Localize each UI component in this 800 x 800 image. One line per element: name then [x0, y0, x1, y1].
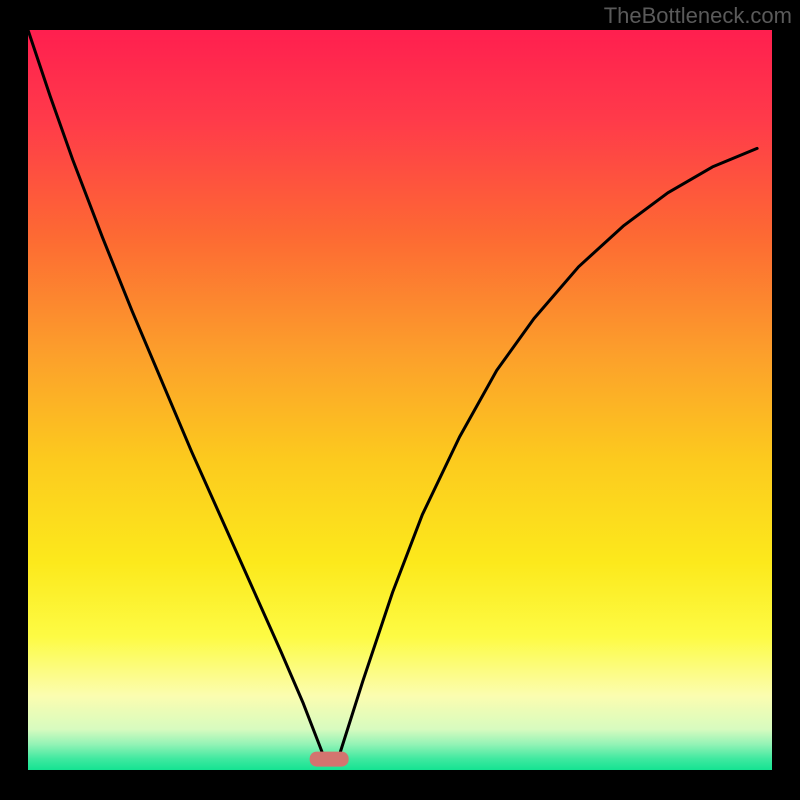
bottleneck-curve-left: [28, 30, 322, 752]
plot-area: [28, 30, 772, 770]
frame-border-right: [772, 0, 800, 800]
frame-border-left: [0, 0, 28, 800]
bottleneck-curve-right: [340, 148, 757, 751]
chart-container: TheBottleneck.com: [0, 0, 800, 800]
frame-border-bottom: [0, 770, 800, 800]
watermark-text: TheBottleneck.com: [604, 3, 792, 29]
curve-svg: [28, 30, 772, 770]
optimum-marker: [310, 751, 349, 766]
